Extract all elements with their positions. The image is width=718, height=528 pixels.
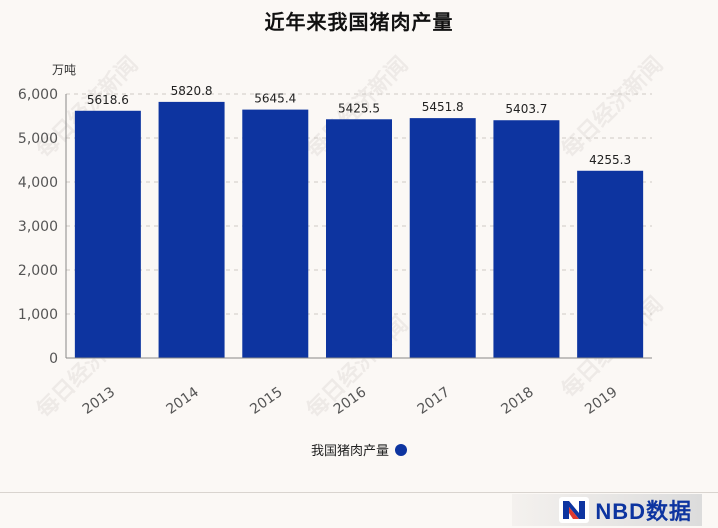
bar-2015: [242, 109, 309, 358]
y-axis-unit-label: 万吨: [52, 63, 76, 77]
footer-divider: [0, 492, 718, 493]
bar-2014: [158, 101, 225, 358]
data-label: 5451.8: [422, 100, 464, 114]
brand-logo-banner: NBD数据: [512, 494, 702, 526]
x-tick-label: 2019: [582, 384, 620, 418]
bar-2017: [409, 118, 476, 359]
legend-swatch: [395, 443, 407, 456]
y-tick-label: 6,000: [18, 87, 58, 103]
bar-2013: [74, 110, 141, 358]
x-tick-label: 2016: [331, 384, 369, 418]
brand-text: NBD数据: [595, 499, 692, 524]
x-tick-label: 2015: [247, 384, 285, 418]
x-tick-label: 2017: [415, 384, 453, 418]
legend: 我国猪肉产量: [0, 440, 718, 459]
data-label: 5645.4: [254, 92, 296, 106]
x-tick-label: 2018: [498, 384, 536, 418]
y-tick-label: 1,000: [18, 307, 58, 323]
y-tick-label: 4,000: [18, 175, 58, 191]
y-tick-label: 2,000: [18, 263, 58, 279]
chart-title: 近年来我国猪肉产量: [264, 10, 454, 34]
bar-2016: [326, 119, 392, 358]
legend-label: 我国猪肉产量: [310, 444, 389, 459]
chart-plot: 万吨 0 1,000 2,000 3,000 4,000 5,000 6,000 5618.…: [18, 63, 652, 418]
y-tick-label: 3,000: [18, 219, 58, 235]
x-tick-label: 2013: [80, 384, 118, 418]
data-label: 5403.7: [505, 102, 547, 116]
bar-2019: [577, 170, 644, 358]
data-label: 5618.6: [87, 93, 129, 107]
data-label: 5425.5: [338, 101, 380, 115]
data-label: 4255.3: [589, 153, 631, 167]
y-tick-label: 5,000: [18, 131, 58, 147]
x-tick-label: 2014: [163, 384, 201, 418]
bar-2018: [493, 120, 560, 358]
data-label: 5820.8: [171, 84, 213, 98]
y-tick-label: 0: [49, 351, 58, 367]
nbd-logo-icon: [559, 497, 590, 523]
